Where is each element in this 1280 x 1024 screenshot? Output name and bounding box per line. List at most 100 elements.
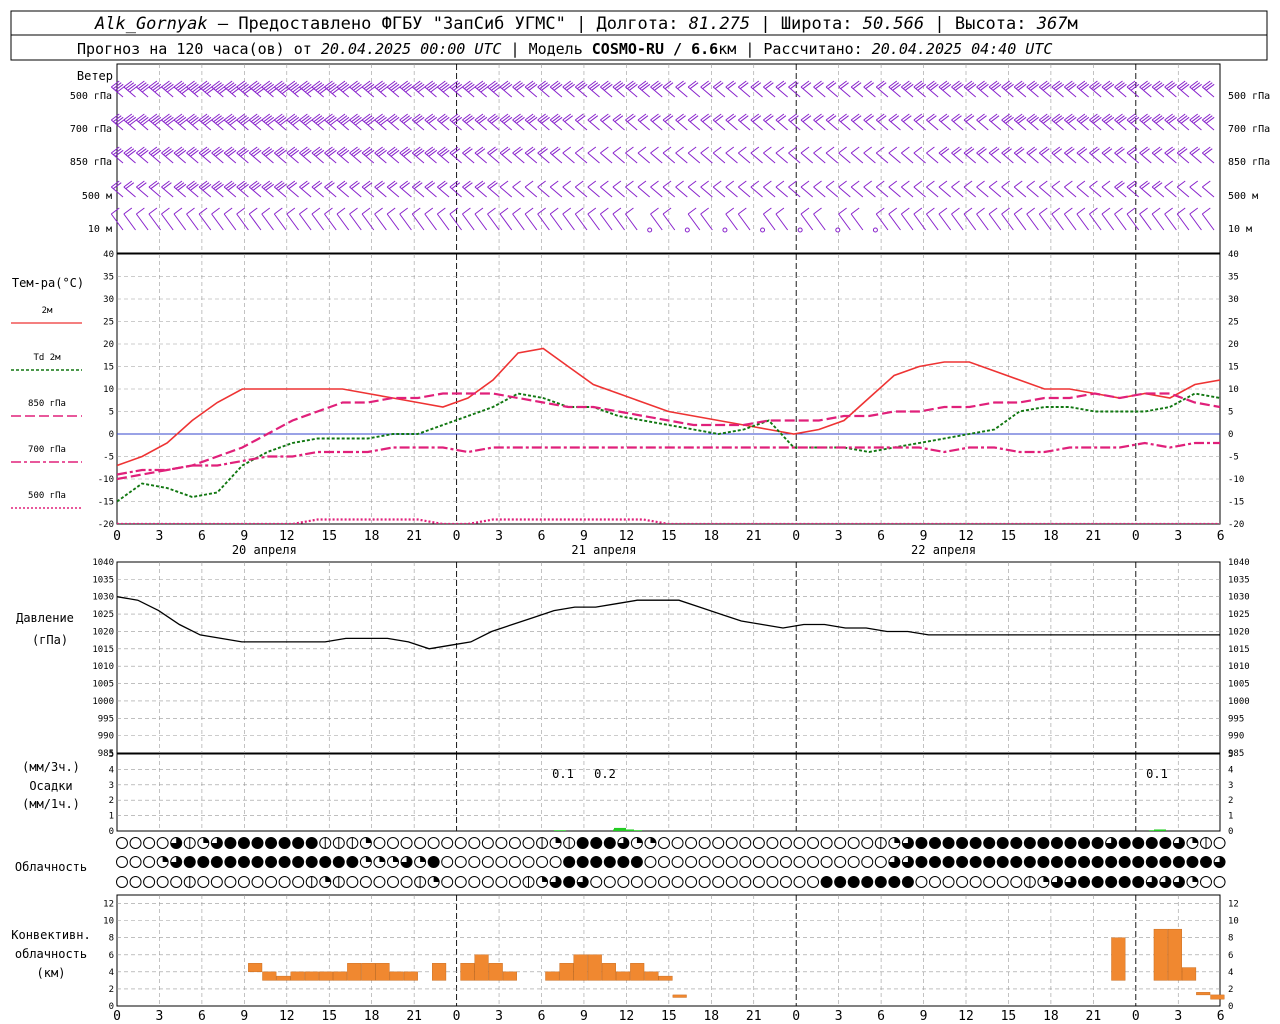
wind-barb-feather — [261, 207, 271, 215]
cloud-symbol — [563, 837, 576, 849]
temp-tick-left: 10 — [103, 385, 114, 395]
wind-barb-feather — [562, 207, 572, 215]
wind-level-label: 500 гПа — [70, 91, 112, 102]
precip-annotation: 0.1 — [1146, 767, 1168, 781]
cloud-circle — [563, 856, 576, 868]
wind-barb-feather — [1126, 207, 1136, 215]
wind-barb-staff — [298, 213, 312, 231]
wind-barb-feather — [165, 149, 174, 157]
cloud-circle — [847, 856, 860, 868]
cloud-symbol — [210, 837, 223, 849]
wind-barb-staff — [1076, 213, 1090, 231]
cloud-circle — [116, 876, 128, 888]
wind-barb-staff — [1176, 152, 1190, 164]
wind-barb-staff — [963, 186, 977, 198]
wind-barb-feather — [901, 146, 910, 154]
wind-barb-feather — [374, 80, 383, 88]
wind-barb-feather — [376, 115, 385, 123]
wind-barb-feather — [330, 118, 339, 126]
wind-barb-feather — [200, 115, 210, 123]
wind-barb-staff — [600, 119, 613, 131]
cloud-symbol — [983, 837, 996, 849]
wind-barb-feather — [875, 207, 885, 215]
wind-barb-feather — [1141, 115, 1150, 123]
wind-barb-staff — [625, 152, 638, 164]
wind-barb-feather — [453, 116, 463, 124]
cloud-circle — [874, 856, 887, 868]
wind-barb-feather — [428, 83, 438, 91]
cloud-circle — [183, 856, 196, 868]
wind-barb-feather — [901, 113, 910, 121]
cloud-symbol — [1172, 837, 1185, 849]
hour-tick-label: 3 — [1174, 529, 1182, 544]
cloud-circle — [630, 856, 643, 868]
wind-barb-feather — [476, 148, 486, 156]
wind-barb-feather — [901, 180, 910, 188]
cloud-circle — [143, 837, 156, 849]
cloud-circle — [224, 876, 237, 888]
wind-barb-staff — [587, 213, 600, 231]
wind-barb-staff — [512, 152, 525, 164]
wind-barb-feather — [1103, 82, 1113, 90]
wind-barb-feather — [926, 207, 935, 215]
wind-barb-feather — [951, 180, 960, 188]
cloud-circle — [956, 876, 969, 888]
cloud-symbol — [224, 837, 237, 849]
wind-barb-feather — [1178, 148, 1188, 156]
wind-barb-feather — [274, 80, 283, 88]
wind-barb-feather — [1126, 146, 1136, 154]
wind-barb-feather — [424, 113, 434, 121]
wind-barb-feather — [213, 82, 222, 90]
conv-tick-right: 8 — [1228, 934, 1233, 944]
cloud-symbol — [1078, 856, 1091, 868]
wind-barb-feather — [399, 146, 409, 154]
wind-barb-staff — [675, 86, 688, 98]
wind-barb-feather — [712, 180, 722, 188]
cloud-symbol — [359, 837, 372, 849]
wind-barb-feather — [1089, 80, 1098, 88]
pressure-axis-label: Давление — [16, 611, 74, 625]
cloud-fill — [393, 856, 399, 862]
wind-barb-feather — [440, 116, 450, 124]
wind-barb-feather — [1005, 116, 1014, 124]
wind-barb-feather — [161, 80, 170, 88]
wind-barb-feather — [136, 80, 145, 88]
wind-barb-staff — [850, 152, 864, 164]
wind-barb-feather — [1055, 116, 1065, 124]
wind-barb-staff — [938, 186, 951, 198]
wind-barb-feather — [1114, 113, 1123, 121]
wind-barb-feather — [1153, 115, 1163, 123]
cloud-symbol — [766, 876, 779, 888]
cloud-circle — [1105, 876, 1118, 888]
wind-barb-feather — [1151, 207, 1161, 215]
wind-barb-feather — [361, 207, 371, 215]
wind-barb-feather — [437, 207, 446, 215]
wind-barb-feather — [1176, 207, 1186, 215]
cloud-symbol — [630, 837, 643, 849]
cloud-symbol — [617, 856, 630, 868]
wind-barb-staff — [800, 213, 814, 231]
wind-barb-feather — [123, 146, 133, 154]
wind-barb-feather — [313, 148, 323, 156]
cloud-symbol — [522, 856, 535, 868]
cloud-symbol — [698, 837, 711, 849]
wind-barb-feather — [225, 82, 235, 90]
cloud-circle — [603, 856, 616, 868]
wind-barb-staff — [173, 152, 187, 164]
wind-barb-feather — [1139, 207, 1148, 215]
cloud-symbol — [522, 837, 535, 849]
wind-barb-feather — [388, 115, 398, 123]
cloud-circle — [969, 837, 982, 849]
day-label: 20 апреля — [232, 543, 297, 557]
temp-tick-right: -20 — [1228, 520, 1244, 530]
cloud-symbol — [996, 837, 1009, 849]
wind-barb-feather — [990, 148, 1000, 156]
wind-barb-feather — [163, 115, 172, 123]
wind-barb-feather — [487, 113, 496, 121]
cloud-circle — [1037, 856, 1050, 868]
wind-barb-staff — [737, 213, 751, 231]
wind-barb-staff — [888, 119, 901, 131]
wind-barb-staff — [1001, 186, 1014, 198]
conv-tick-left: 2 — [109, 985, 114, 995]
wind-barb-feather — [154, 85, 164, 93]
